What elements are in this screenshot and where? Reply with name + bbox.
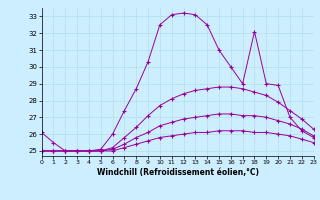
- X-axis label: Windchill (Refroidissement éolien,°C): Windchill (Refroidissement éolien,°C): [97, 168, 259, 177]
